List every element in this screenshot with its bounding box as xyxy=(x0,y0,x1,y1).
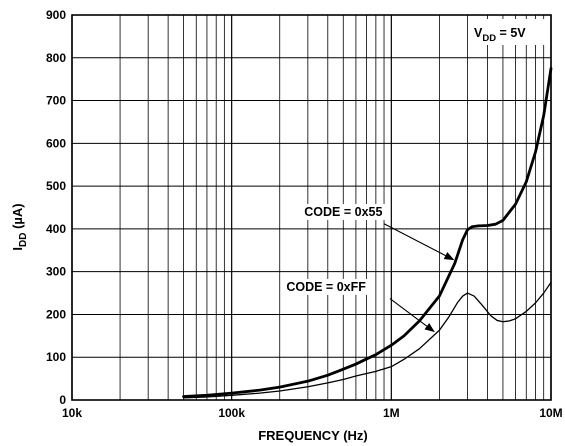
x-tick-label: 10k xyxy=(62,406,82,420)
x-tick-labels: 10k 100k 1M 10M xyxy=(62,406,563,420)
y-axis-label: IDD (µA) xyxy=(10,203,29,250)
y-tick-label: 700 xyxy=(46,94,66,108)
annotation-label-background xyxy=(302,204,385,221)
annotation-arrow-code-0xff xyxy=(389,298,435,333)
y-tick-label: 200 xyxy=(46,307,66,321)
annotation-label-code-0x55: CODE = 0x55 xyxy=(304,205,382,219)
x-axis-label: FREQUENCY (Hz) xyxy=(258,428,368,443)
condition-label: VDD = 5V xyxy=(474,26,526,44)
plot-frame xyxy=(71,14,552,401)
condition-label-main: V xyxy=(474,26,483,40)
x-tick-label: 10M xyxy=(539,406,562,420)
condition-label-rest: = 5V xyxy=(496,26,526,40)
series-layer xyxy=(182,67,553,399)
condition-label-background xyxy=(470,19,550,45)
y-tick-label: 500 xyxy=(46,179,66,193)
y-tick-label: 800 xyxy=(46,51,66,65)
y-tick-label: 300 xyxy=(46,265,66,279)
y-tick-label: 400 xyxy=(46,222,66,236)
series-line-code-0x55 xyxy=(182,67,553,398)
annotation-label-background xyxy=(284,278,369,295)
y-tick-label: 600 xyxy=(46,136,66,150)
annotation-layer: CODE = 0x55 CODE = 0xFF xyxy=(284,204,455,333)
y-tick-label: 0 xyxy=(59,393,66,407)
x-tick-label: 1M xyxy=(383,406,400,420)
y-axis-label-unit: (µA) xyxy=(10,203,25,232)
condition-label-sub: DD xyxy=(482,33,496,44)
series-line-code-0xff xyxy=(182,281,552,399)
annotation-label-code-0xff: CODE = 0xFF xyxy=(286,280,366,294)
y-tick-label: 900 xyxy=(46,8,66,22)
x-tick-label: 100k xyxy=(218,406,245,420)
annotation-arrow-code-0x55 xyxy=(383,223,455,261)
y-tick-label: 100 xyxy=(46,350,66,364)
y-axis-label-main: I xyxy=(10,247,25,251)
y-tick-labels: 0 100 200 300 400 500 600 700 800 900 xyxy=(46,8,66,407)
y-axis-label-sub: DD xyxy=(18,233,29,247)
